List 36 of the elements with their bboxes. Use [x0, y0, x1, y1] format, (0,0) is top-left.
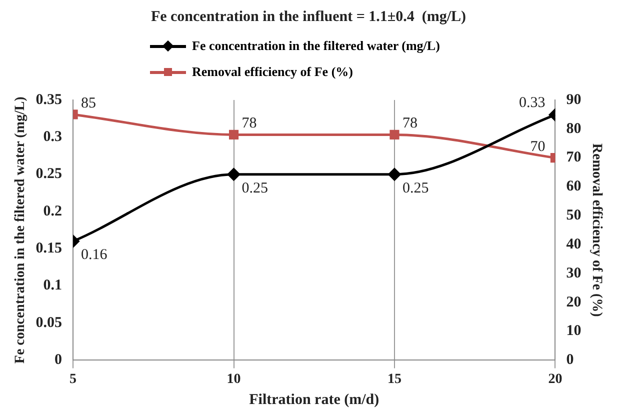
- y2-tick-label: 60: [566, 178, 582, 195]
- y2-tick-label: 90: [566, 92, 582, 108]
- data-label: 0.25: [242, 180, 268, 196]
- x-tick-label: 20: [548, 372, 562, 388]
- x-tick-label: 5: [70, 372, 77, 388]
- y-tick-label: 0.35: [36, 92, 62, 108]
- y-tick-label: 0.3: [43, 129, 62, 146]
- data-label: 85: [81, 95, 96, 112]
- y2-tick-label: 30: [566, 265, 582, 282]
- y2-tick-label: 20: [566, 294, 582, 310]
- data-label: 78: [242, 116, 257, 132]
- y2-tick-label: 70: [566, 150, 582, 166]
- y-tick-label: 0.25: [36, 166, 62, 182]
- x-tick-label: 10: [226, 372, 241, 388]
- x-tick-label: 15: [387, 372, 402, 388]
- data-label: 0.25: [402, 180, 429, 196]
- y-tick-label: 0.2: [43, 203, 62, 220]
- data-label: 78: [402, 116, 418, 132]
- legend-label: Removal efficiency of Fe (%): [192, 64, 353, 80]
- y-tick-label: 0.15: [36, 240, 62, 257]
- data-label: 0.33: [518, 94, 546, 111]
- y2-axis-title: Removal efficiency of Fe (%): [588, 143, 604, 318]
- y-tick-label: 0: [54, 352, 62, 368]
- y-tick-label: 0.1: [43, 278, 62, 294]
- y2-tick-label: 0: [566, 352, 574, 368]
- chart-title: Fe concentration in the influent = 1.1±0.4 (mg/L): [150, 8, 466, 25]
- y-tick-label: 0.05: [36, 314, 62, 331]
- y2-tick-label: 80: [566, 120, 582, 137]
- y2-tick-label: 50: [566, 208, 582, 224]
- y-axis-title: Fe concentration in the filtered water (mg/L): [13, 96, 28, 364]
- x-axis-title: Filtration rate (m/d): [249, 392, 380, 408]
- y2-tick-label: 10: [566, 323, 582, 340]
- data-label: 0.16: [81, 247, 108, 264]
- legend-label: Fe concentration in the filtered water (mg/L): [192, 38, 440, 54]
- data-label: 70: [530, 138, 546, 155]
- y2-tick-label: 40: [566, 236, 582, 252]
